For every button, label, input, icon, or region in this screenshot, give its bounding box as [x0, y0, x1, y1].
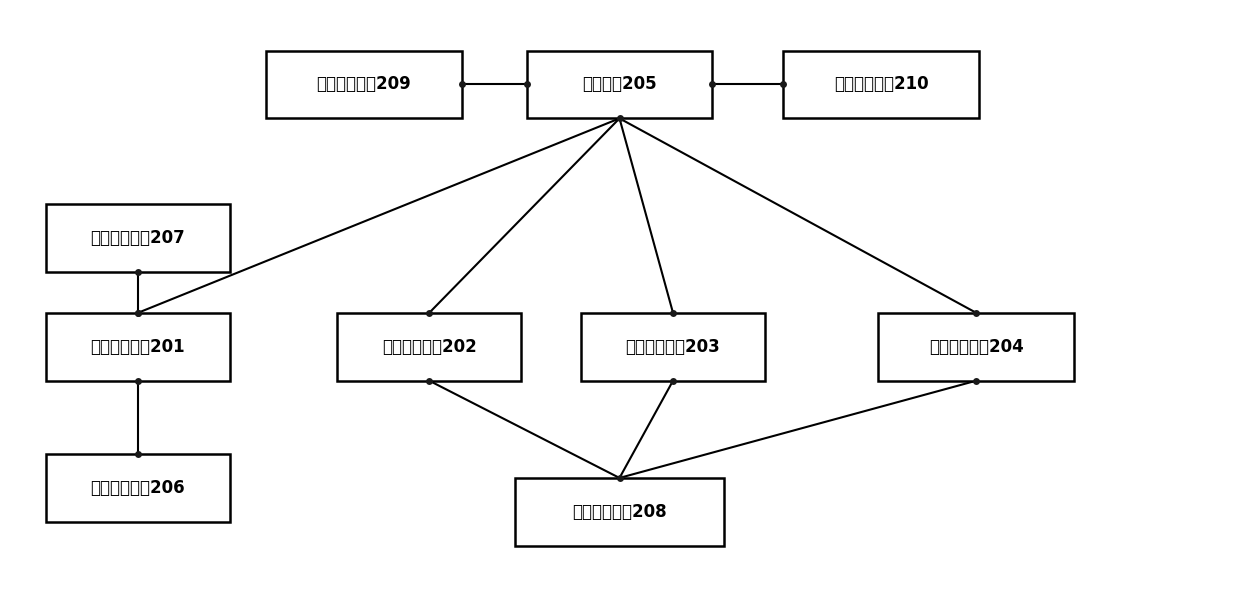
Bar — [337, 313, 522, 381]
Text: 现场录波模块207: 现场录波模块207 — [90, 229, 185, 247]
Text: 暂态仿真模块203: 暂态仿真模块203 — [626, 338, 720, 356]
Text: 输出接口模块210: 输出接口模块210 — [834, 76, 928, 93]
Bar — [581, 313, 766, 381]
Bar — [783, 50, 979, 119]
Text: 故障反演模块201: 故障反演模块201 — [90, 338, 185, 356]
Bar — [46, 454, 230, 522]
Bar — [265, 50, 462, 119]
Text: 稳态仿真模块202: 稳态仿真模块202 — [382, 338, 477, 356]
Bar — [515, 478, 724, 546]
Text: 异常仿真模块204: 异常仿真模块204 — [929, 338, 1023, 356]
Bar — [878, 313, 1074, 381]
Text: 输入接口模块209: 输入接口模块209 — [316, 76, 411, 93]
Text: 故障仿真模块206: 故障仿真模块206 — [90, 480, 185, 497]
Text: 触发模块205: 触发模块205 — [582, 76, 657, 93]
Text: 预置功能模块208: 预置功能模块208 — [572, 503, 667, 521]
Bar — [528, 50, 711, 119]
Bar — [46, 313, 230, 381]
Bar — [46, 204, 230, 271]
